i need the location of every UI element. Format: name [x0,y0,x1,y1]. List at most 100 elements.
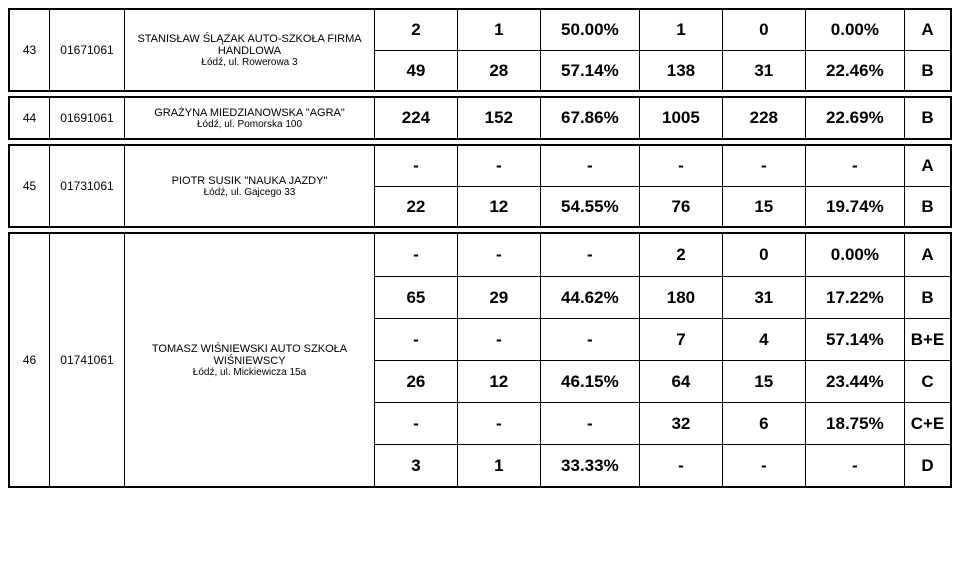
cell-c3: - [541,234,640,276]
cell-category: A [905,10,950,50]
cell-c4: 1005 [640,98,723,138]
data-line: 22 12 54.55% 76 15 19.74% B [375,186,950,226]
data-column: 2 1 50.00% 1 0 0.00% A 49 28 57.14% 138 … [375,10,950,90]
table-row: 44 01691061 GRAŻYNA MIEDZIANOWSKA "AGRA"… [8,96,952,140]
cell-category: B+E [905,319,950,360]
data-line: - - - - - - A [375,146,950,186]
cell-c3: - [541,319,640,360]
school-name: GRAŻYNA MIEDZIANOWSKA "AGRA" [154,107,345,119]
cell-c6: - [806,146,905,186]
row-code: 01691061 [50,98,125,138]
cell-c2: 1 [458,10,541,50]
data-column: - - - 2 0 0.00% A 65 29 44.62% 180 31 17… [375,234,950,486]
row-description: STANISŁAW ŚLĄZAK AUTO-SZKOŁA FIRMA HANDL… [125,10,375,90]
cell-category: B [905,51,950,90]
cell-c3: 57.14% [541,51,640,90]
row-code: 01671061 [50,10,125,90]
data-line: 2 1 50.00% 1 0 0.00% A [375,10,950,50]
cell-c6: - [806,445,905,486]
cell-c4: 1 [640,10,723,50]
row-description: GRAŻYNA MIEDZIANOWSKA "AGRA" Łódź, ul. P… [125,98,375,138]
cell-category: D [905,445,950,486]
cell-c6: 0.00% [806,234,905,276]
cell-c4: 64 [640,361,723,402]
school-name: TOMASZ WIŚNIEWSKI AUTO SZKOŁA WIŚNIEWSCY [129,343,370,367]
cell-c2: 29 [458,277,541,318]
cell-c5: - [723,146,806,186]
cell-c1: 2 [375,10,458,50]
cell-c2: - [458,403,541,444]
school-address: Łódź, ul. Gajcego 33 [204,187,296,198]
school-name: STANISŁAW ŚLĄZAK AUTO-SZKOŁA FIRMA HANDL… [129,33,370,57]
cell-c4: 2 [640,234,723,276]
cell-c4: 138 [640,51,723,90]
cell-c5: 31 [723,277,806,318]
cell-c6: 17.22% [806,277,905,318]
cell-c4: - [640,445,723,486]
data-line: - - - 7 4 57.14% B+E [375,318,950,360]
cell-c4: - [640,146,723,186]
cell-c5: 228 [723,98,806,138]
data-column: - - - - - - A 22 12 54.55% 76 15 19.74% … [375,146,950,226]
cell-c2: 12 [458,187,541,226]
cell-c5: 31 [723,51,806,90]
cell-c1: 26 [375,361,458,402]
row-number: 43 [10,10,50,90]
cell-c4: 7 [640,319,723,360]
cell-c2: - [458,319,541,360]
cell-c5: 6 [723,403,806,444]
data-line: 224 152 67.86% 1005 228 22.69% B [375,98,950,138]
cell-category: C [905,361,950,402]
cell-c3: - [541,403,640,444]
cell-c1: 224 [375,98,458,138]
cell-c5: 15 [723,361,806,402]
cell-c2: 152 [458,98,541,138]
cell-c6: 19.74% [806,187,905,226]
data-line: - - - 32 6 18.75% C+E [375,402,950,444]
data-column: 224 152 67.86% 1005 228 22.69% B [375,98,950,138]
cell-category: C+E [905,403,950,444]
cell-category: A [905,234,950,276]
cell-c5: 0 [723,10,806,50]
school-address: Łódź, ul. Rowerowa 3 [201,57,297,68]
table-row: 43 01671061 STANISŁAW ŚLĄZAK AUTO-SZKOŁA… [8,8,952,92]
cell-c2: 28 [458,51,541,90]
cell-c1: - [375,319,458,360]
data-line: - - - 2 0 0.00% A [375,234,950,276]
row-number: 45 [10,146,50,226]
cell-c2: 1 [458,445,541,486]
cell-c1: - [375,403,458,444]
cell-c4: 32 [640,403,723,444]
data-line: 49 28 57.14% 138 31 22.46% B [375,50,950,90]
cell-category: B [905,187,950,226]
table-row: 45 01731061 PIOTR SUSIK "NAUKA JAZDY" Łó… [8,144,952,228]
data-line: 3 1 33.33% - - - D [375,444,950,486]
cell-c1: 49 [375,51,458,90]
cell-c1: - [375,234,458,276]
cell-c3: 54.55% [541,187,640,226]
cell-c5: 15 [723,187,806,226]
cell-c3: 50.00% [541,10,640,50]
cell-c5: - [723,445,806,486]
row-number: 44 [10,98,50,138]
cell-c3: 33.33% [541,445,640,486]
cell-c6: 22.46% [806,51,905,90]
cell-c3: - [541,146,640,186]
cell-c2: 12 [458,361,541,402]
cell-c3: 46.15% [541,361,640,402]
table-row: 4 6 01741061 TOMASZ WIŚNIEWSKI AUTO SZKOŁ… [8,232,952,488]
data-line: 26 12 46.15% 64 15 23.44% C [375,360,950,402]
cell-category: B [905,98,950,138]
cell-c4: 180 [640,277,723,318]
cell-c6: 57.14% [806,319,905,360]
cell-c4: 76 [640,187,723,226]
cell-c3: 44.62% [541,277,640,318]
cell-c6: 22.69% [806,98,905,138]
cell-c5: 4 [723,319,806,360]
school-address: Łódź, ul. Mickiewicza 15a [193,367,306,378]
cell-category: A [905,146,950,186]
school-address: Łódź, ul. Pomorska 100 [197,119,302,130]
cell-c6: 18.75% [806,403,905,444]
row-description: PIOTR SUSIK "NAUKA JAZDY" Łódź, ul. Gajc… [125,146,375,226]
row-code: 01741061 [50,234,125,486]
